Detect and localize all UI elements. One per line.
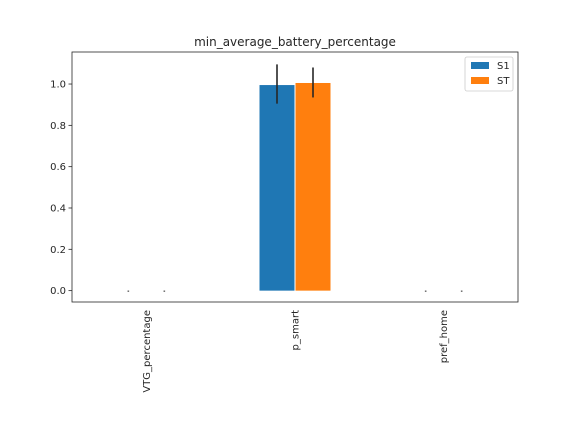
legend-label-s1: S1 [497, 61, 510, 72]
legend-swatch-st [471, 77, 489, 84]
x-tick-label: pref_home [439, 310, 450, 363]
y-tick-label: 0.6 [50, 162, 66, 173]
legend: S1 ST [464, 56, 514, 92]
y-tick-label: 0.0 [50, 286, 66, 297]
x-tick-label: VTG_percentage [142, 310, 153, 393]
legend-swatch-s1 [471, 62, 489, 69]
axes-frame [71, 51, 519, 303]
y-tick-label: 0.4 [50, 203, 66, 214]
x-tick-label: p_smart [291, 310, 302, 351]
y-tick-label: 1.0 [50, 80, 66, 91]
chart-title: min_average_battery_percentage [194, 35, 396, 49]
plot-area: 0.0 0.2 0.4 0.6 0.8 1.0 VTG_percentage p_smart p… [50, 64, 463, 393]
bar [295, 82, 331, 291]
legend-label-st: ST [497, 76, 510, 87]
y-tick-label: 0.2 [50, 245, 66, 256]
bar [259, 85, 295, 291]
y-tick-label: 0.8 [50, 121, 66, 132]
